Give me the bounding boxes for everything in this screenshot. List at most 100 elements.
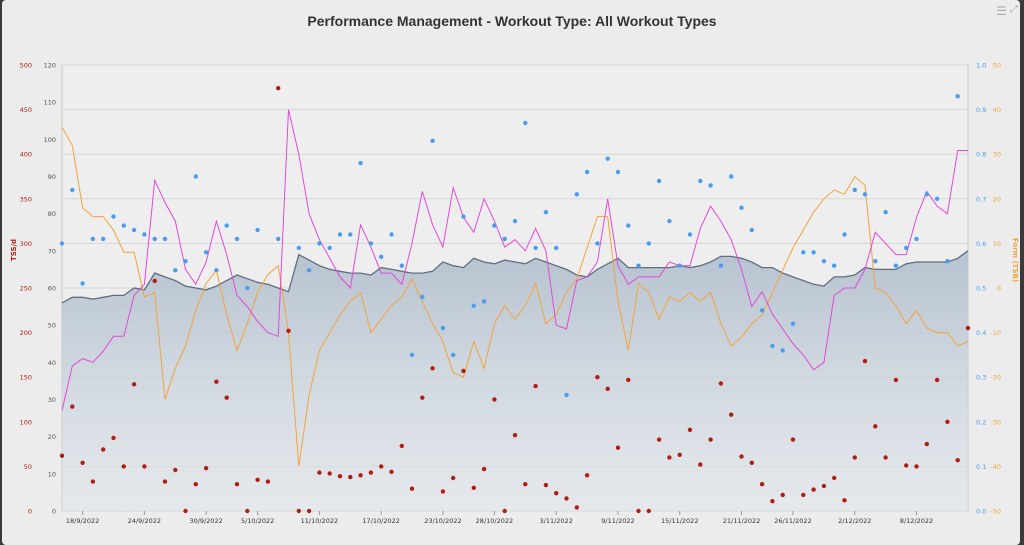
if-point [162,236,168,242]
if-point [543,210,549,215]
ramp-point [945,419,950,424]
if-point [492,223,497,228]
ramp-point [677,452,682,457]
if-point [461,214,466,219]
if-point [121,223,127,228]
if-point [729,174,734,179]
ctl-tick-label: 80 [48,210,56,218]
ramp-point [420,395,425,400]
if-point [780,348,785,353]
form-tick-label: -50 [990,508,1001,516]
x-tick-label: 23/10/2022 [424,517,461,525]
ramp-point [245,508,250,514]
if-point [739,205,744,210]
tss-tick-label: 50 [24,463,32,471]
if-point [667,218,672,224]
ramp-point [914,464,919,469]
ramp-point [656,437,662,442]
if-point [687,232,693,237]
if-point [883,210,888,215]
ramp-point [533,383,538,389]
if-point [296,245,301,251]
ramp-point [873,424,878,429]
ramp-point [698,462,703,467]
if-point [80,281,85,286]
ctl-tick-label: 10 [48,470,56,478]
ramp-point [646,508,651,514]
expand-icon[interactable]: ⤢ [1010,4,1018,15]
tss-tick-label: 300 [20,240,32,248]
ramp-point [904,463,909,468]
ramp-point [234,482,240,487]
ctl-area [62,250,968,512]
if-point [451,352,456,358]
if-point [368,241,374,246]
ramp-point [162,479,168,484]
x-tick-label: 2/12/2022 [838,517,871,525]
ramp-point [821,483,827,489]
ramp-point [451,475,456,481]
ramp-point [780,492,785,498]
if-point [245,285,250,291]
ramp-point [70,404,75,409]
if-point [255,227,260,233]
if-point [59,241,65,246]
if-point [276,236,281,242]
if-point [924,192,929,197]
ramp-point [379,464,384,469]
if-point [656,178,662,184]
ramp-point [801,492,806,498]
if-point [471,303,476,308]
if-point [626,223,631,228]
if-point [523,120,528,126]
if-tick-label: 0.4 [976,329,986,337]
x-tick-label: 26/11/2022 [774,517,811,525]
ctl-line [61,250,969,304]
ctl-tick-label: 30 [48,396,56,404]
form-tick-label: -20 [990,374,1001,382]
if-point [440,325,446,331]
form-tick-label: 0 [997,285,1001,293]
form-tick-label: -40 [990,463,1001,471]
ramp-point [224,395,229,400]
if-point [749,227,754,233]
ramp-point [409,486,415,491]
ramp-point [80,460,85,465]
x-tick-label: 3/11/2022 [540,517,573,525]
if-point [811,250,816,255]
ramp-point [286,328,291,333]
if-point [152,236,157,242]
ramp-point [687,427,693,432]
if-point [409,352,415,358]
ctl-tick-label: 100 [44,136,56,144]
ramp-point [265,479,271,484]
ramp-point [90,479,96,484]
ramp-point [471,485,476,490]
form-tick-label: 40 [993,106,1001,114]
if-point [832,263,837,268]
ramp-point [832,475,837,481]
ctl-tick-label: 90 [48,173,56,181]
ctl-tick-label: 60 [48,285,56,293]
ramp-point [893,377,899,383]
ramp-point [543,482,549,488]
ramp-point [862,358,868,364]
if-point [131,227,137,233]
tss-tick-label: 250 [20,285,32,293]
ramp-point [790,437,796,442]
ramp-point [759,482,765,487]
if-point [862,192,868,197]
if-point [203,250,209,255]
ramp-point [461,368,466,374]
ramp-point [255,477,260,482]
if-point [358,160,363,166]
ramp-point [883,455,888,460]
if-point [759,308,765,313]
ramp-point [399,443,404,449]
menu-icon[interactable]: ☰ [996,4,1007,18]
ramp-point [101,447,106,452]
if-point [101,236,106,242]
ramp-point [152,278,157,284]
ramp-point [358,473,363,478]
x-tick-label: 15/11/2022 [661,517,698,525]
